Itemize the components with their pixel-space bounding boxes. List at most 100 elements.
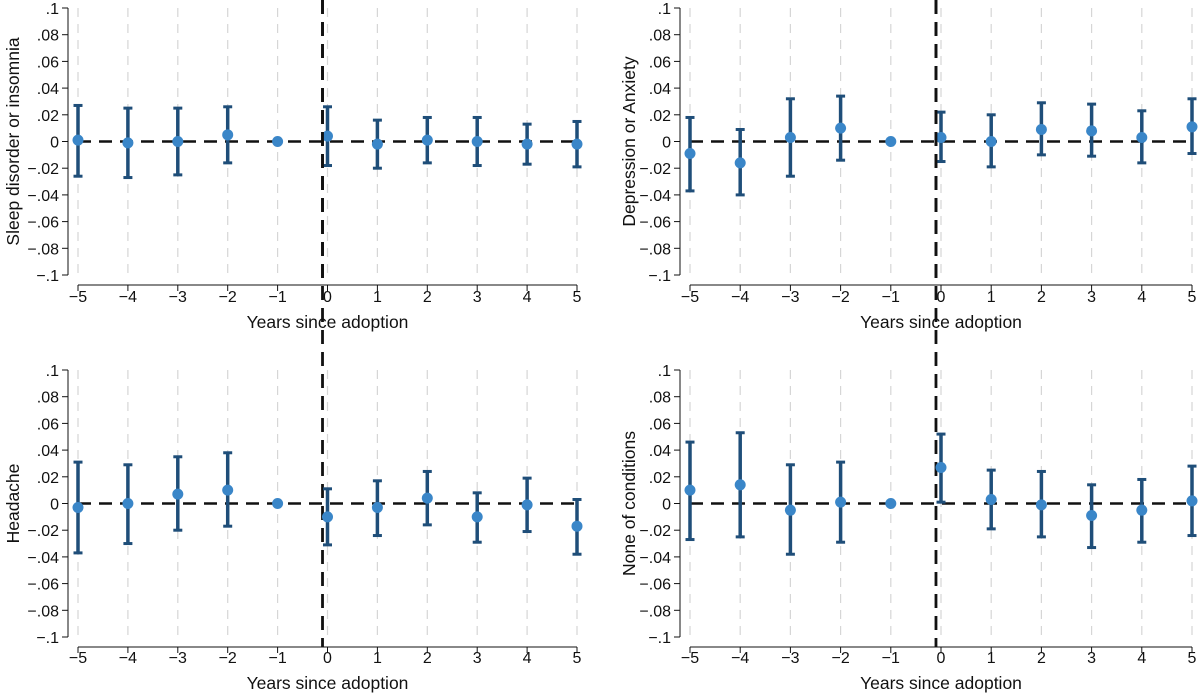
y-tick-label: .08 (649, 390, 671, 407)
x-tick-label: −4 (731, 289, 749, 306)
x-tick-label: −1 (268, 289, 286, 306)
x-tick-label: −1 (882, 650, 900, 667)
x-tick-label: 0 (937, 289, 946, 306)
y-tick-label: .1 (46, 363, 59, 380)
y-tick-label: .1 (46, 1, 59, 18)
x-tick-label: −5 (69, 650, 87, 667)
x-tick-label: 5 (573, 650, 582, 667)
y-axis-title: Headache (3, 464, 23, 544)
y-tick-label: −.06 (639, 215, 671, 232)
x-tick-label: 5 (1188, 289, 1197, 306)
y-tick-label: −.04 (27, 550, 59, 567)
y-tick-label: .04 (37, 81, 59, 98)
y-tick-label: .04 (649, 443, 671, 460)
chart-panel-3: .1 .08 .06 .04 .02 0 −.02 −.04 −.06 −.08 −.1 −5 −4 −3… (3, 0, 583, 693)
point-estimate (1035, 123, 1047, 135)
point-estimate (521, 499, 533, 511)
chart-panel-1: .1 .08 .06 .04 .02 0 −.02 −.04 −.06 −.08 −.1 −5 −4 −3… (3, 0, 583, 332)
point-estimate (571, 138, 583, 150)
point-estimate (1035, 499, 1047, 511)
y-tick-label: −.1 (648, 268, 671, 285)
y-tick-label: −.02 (639, 161, 671, 178)
y-tick-label: .04 (37, 443, 59, 460)
x-tick-label: 1 (373, 289, 382, 306)
x-tick-label: 2 (423, 289, 432, 306)
y-tick-label: 0 (50, 497, 59, 514)
x-axis-title: Years since adoption (247, 673, 409, 693)
y-tick-label: .08 (37, 390, 59, 407)
y-tick-label: .1 (658, 1, 671, 18)
y-tick-label: −.06 (27, 577, 59, 594)
y-tick-label: .1 (658, 363, 671, 380)
x-tick-label: −3 (781, 650, 799, 667)
x-tick-label: 2 (1037, 650, 1046, 667)
x-tick-label: −3 (781, 289, 799, 306)
x-tick-label: −2 (831, 650, 849, 667)
point-estimate (471, 136, 483, 147)
x-tick-label: 2 (1037, 289, 1046, 306)
point-estimate (835, 122, 847, 134)
x-tick-label: −2 (831, 289, 849, 306)
x-tick-label: 5 (1188, 650, 1197, 667)
x-tick-label: −3 (169, 650, 187, 667)
point-estimate (885, 136, 897, 147)
point-estimate (935, 131, 947, 143)
point-estimate (1086, 125, 1098, 137)
point-estimate (1186, 121, 1198, 133)
x-tick-label: 1 (373, 650, 382, 667)
x-tick-label: −5 (681, 650, 699, 667)
x-tick-label: 5 (573, 289, 582, 306)
y-tick-label: 0 (50, 135, 59, 152)
point-estimate (734, 157, 746, 169)
y-tick-label: −.1 (36, 268, 59, 285)
point-estimate (985, 493, 997, 505)
x-axis-title: Years since adoption (860, 673, 1022, 693)
y-tick-label: −.02 (27, 523, 59, 540)
y-tick-label: −.08 (639, 603, 671, 620)
point-estimate (684, 484, 696, 496)
y-tick-label: −.06 (639, 577, 671, 594)
x-tick-label: 0 (323, 650, 332, 667)
point-estimate (72, 502, 84, 514)
y-axis-title: Depression or Anxiety (619, 56, 639, 226)
x-tick-label: −2 (219, 289, 237, 306)
x-tick-label: 4 (1137, 650, 1146, 667)
y-tick-label: −.08 (27, 603, 59, 620)
point-estimate (421, 134, 433, 146)
x-tick-label: −5 (69, 289, 87, 306)
x-tick-label: −1 (268, 650, 286, 667)
point-estimate (322, 130, 333, 142)
point-estimate (371, 502, 383, 514)
point-estimate (1136, 504, 1148, 516)
point-estimate (885, 498, 897, 509)
x-tick-label: −4 (731, 650, 749, 667)
x-tick-label: 4 (523, 650, 532, 667)
point-estimate (784, 131, 796, 143)
point-estimate (471, 511, 483, 523)
point-estimate (222, 129, 234, 141)
x-tick-label: −1 (882, 289, 900, 306)
x-tick-label: 3 (1087, 650, 1096, 667)
x-tick-label: 0 (937, 650, 946, 667)
y-tick-label: .08 (37, 28, 59, 45)
point-estimate (172, 136, 184, 147)
point-estimate (222, 484, 234, 496)
y-tick-label: .08 (649, 28, 671, 45)
point-estimate (1186, 495, 1198, 507)
y-tick-label: −.04 (639, 550, 671, 567)
point-estimate (1086, 510, 1098, 522)
x-axis-title: Years since adoption (247, 312, 409, 332)
x-tick-label: 3 (473, 650, 482, 667)
x-tick-label: 4 (523, 289, 532, 306)
y-tick-label: .04 (649, 81, 671, 98)
x-tick-label: 1 (987, 289, 996, 306)
point-estimate (935, 461, 947, 473)
x-tick-label: 0 (323, 289, 332, 306)
point-estimate (122, 137, 134, 149)
y-tick-label: −.08 (27, 241, 59, 258)
x-tick-label: −3 (169, 289, 187, 306)
y-tick-label: 0 (662, 135, 671, 152)
point-estimate (122, 498, 134, 509)
x-tick-label: −2 (219, 650, 237, 667)
